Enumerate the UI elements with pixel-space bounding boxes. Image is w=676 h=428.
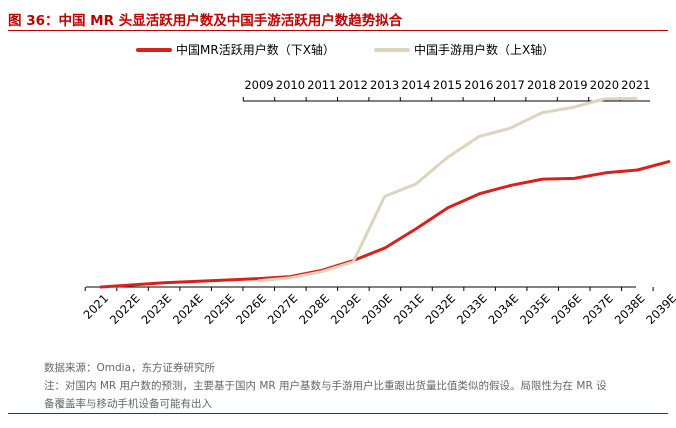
data-point-mobile <box>572 106 574 108</box>
x-bottom-tick-label: 2024E <box>170 291 206 327</box>
data-point-mobile <box>352 261 354 263</box>
x-top-tick-label: 2020 <box>590 78 619 92</box>
x-bottom-tick-label: 2032E <box>422 291 458 327</box>
data-point-mr <box>226 279 228 281</box>
data-point-mobile <box>635 97 637 99</box>
data-point-mr <box>668 161 670 163</box>
data-point-mobile <box>541 112 543 114</box>
x-top-tick-label: 2018 <box>527 78 556 92</box>
data-point-mr <box>195 280 197 282</box>
data-point-mr <box>384 247 386 249</box>
x-top-tick-label: 2017 <box>496 78 525 92</box>
x-bottom-tick-label: 2028E <box>296 291 332 327</box>
x-top-tick-label: 2013 <box>370 78 399 92</box>
series-line-mr <box>99 160 671 289</box>
data-point-mobile <box>509 127 511 129</box>
data-point-mobile <box>258 280 260 282</box>
data-point-mr <box>100 286 102 288</box>
data-point-mobile <box>478 136 480 138</box>
x-top-tick-label: 2010 <box>276 78 305 92</box>
data-point-mr <box>605 172 607 174</box>
legend-item-mobile: 中国手游用户数（上X轴） <box>374 41 554 58</box>
data-point-mr <box>479 193 481 195</box>
data-point-mobile <box>446 156 448 159</box>
chart-legend: 中国MR活跃用户数（下X轴） 中国手游用户数（上X轴） <box>0 41 676 59</box>
x-bottom-tick-label: 2026E <box>233 291 269 327</box>
data-point-mobile <box>603 98 606 100</box>
x-top-tick-label: 2012 <box>339 78 368 92</box>
title-divider <box>8 30 668 31</box>
x-bottom-tick-label: 2036E <box>549 291 585 327</box>
x-bottom-tick-label: 2023E <box>138 291 174 327</box>
x-top-tick-label: 2015 <box>433 78 462 92</box>
legend-swatch-mobile <box>374 47 410 52</box>
series-line-mobile <box>257 96 638 283</box>
x-bottom-tick-label: 2027E <box>265 291 301 327</box>
x-top-tick-label: 2016 <box>464 78 493 92</box>
x-top-tick-label: 2009 <box>244 78 273 92</box>
x-top-tick-label: 2011 <box>307 78 336 92</box>
x-bottom-tick-label: 2035E <box>517 291 553 327</box>
x-top-tick-label: 2014 <box>401 78 430 92</box>
x-top-tick-label: 2021 <box>621 78 650 92</box>
data-point-mr <box>542 178 544 180</box>
data-point-mr <box>636 169 639 171</box>
data-point-mr <box>447 207 449 209</box>
data-point-mr <box>415 227 418 230</box>
data-point-mobile <box>289 277 291 279</box>
data-point-mr <box>132 284 134 286</box>
data-point-mr <box>258 278 260 280</box>
x-bottom-tick-label: 2034E <box>486 291 522 327</box>
x-bottom-tick-label: 2030E <box>359 291 395 327</box>
data-point-mr <box>163 282 165 284</box>
x-bottom-tick-label: 2029E <box>328 291 364 327</box>
x-bottom-tick-label: 2031E <box>391 291 427 327</box>
legend-label-mobile: 中国手游用户数（上X轴） <box>414 43 555 57</box>
data-point-mr <box>510 184 512 186</box>
x-bottom-tick-label: 2038E <box>612 291 648 327</box>
data-point-mobile <box>384 195 386 198</box>
x-top-tick-label: 2019 <box>558 78 587 92</box>
x-bottom-tick-label: 2022E <box>107 291 143 327</box>
data-point-mobile <box>415 183 417 185</box>
legend-item-mr: 中国MR活跃用户数（下X轴） <box>136 41 335 58</box>
x-bottom-tick-label: 2025E <box>202 291 238 327</box>
source-note: 数据来源：Omdia，东方证券研究所 <box>44 362 216 374</box>
x-bottom-tick-label: 2033E <box>454 291 490 327</box>
legend-swatch-mr <box>136 47 172 52</box>
x-bottom-tick-label: 2037E <box>580 291 616 327</box>
figure-title: 图 36：中国 MR 头显活跃用户数及中国手游活跃用户数趋势拟合 <box>8 13 403 29</box>
legend-label-mr: 中国MR活跃用户数（下X轴） <box>176 43 335 57</box>
data-point-mr <box>573 177 575 179</box>
x-bottom-tick-label: 2039E <box>643 291 676 327</box>
footnote-line-2: 备覆盖率与移动手机设备可能有出入 <box>44 398 212 410</box>
footnote-line-1: 注：对国内 MR 用户数的预测，主要基于国内 MR 用户基数与手游用户比重跟出货… <box>44 380 607 392</box>
data-point-mobile <box>321 271 323 273</box>
bottom-divider <box>8 413 668 414</box>
